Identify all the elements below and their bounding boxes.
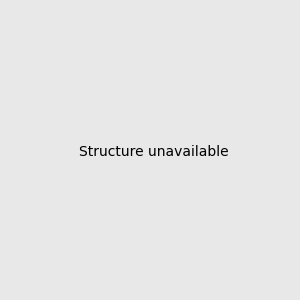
Text: Structure unavailable: Structure unavailable: [79, 145, 229, 158]
